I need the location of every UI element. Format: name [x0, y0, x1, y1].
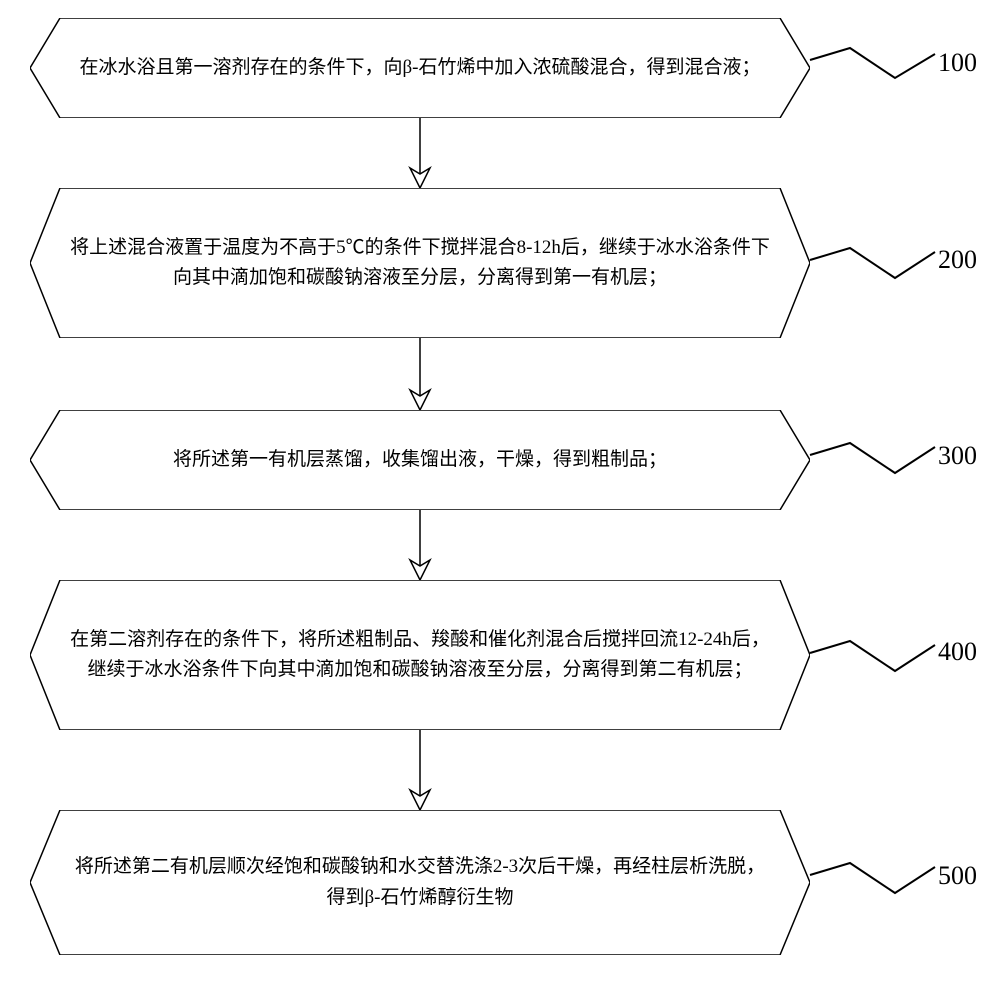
step-text: 将上述混合液置于温度为不高于5℃的条件下搅拌混合8-12h后，继续于冰水浴条件下…	[30, 233, 810, 294]
hex-node: 在第二溶剂存在的条件下，将所述粗制品、羧酸和催化剂混合后搅拌回流12-24h后，…	[30, 580, 810, 730]
step-text: 在冰水浴且第一溶剂存在的条件下，向β-石竹烯中加入浓硫酸混合，得到混合液；	[40, 53, 801, 83]
step-text: 将所述第二有机层顺次经饱和碳酸钠和水交替洗涤2-3次后干燥，再经柱层析洗脱，得到…	[30, 852, 810, 913]
step-number: 500	[938, 861, 977, 891]
step-200: 将上述混合液置于温度为不高于5℃的条件下搅拌混合8-12h后，继续于冰水浴条件下…	[30, 188, 810, 338]
step-number: 100	[938, 48, 977, 78]
step-text: 在第二溶剂存在的条件下，将所述粗制品、羧酸和催化剂混合后搅拌回流12-24h后，…	[30, 625, 810, 686]
step-number: 200	[938, 245, 977, 275]
hex-node: 将上述混合液置于温度为不高于5℃的条件下搅拌混合8-12h后，继续于冰水浴条件下…	[30, 188, 810, 338]
hex-node: 将所述第二有机层顺次经饱和碳酸钠和水交替洗涤2-3次后干燥，再经柱层析洗脱，得到…	[30, 810, 810, 955]
step-400: 在第二溶剂存在的条件下，将所述粗制品、羧酸和催化剂混合后搅拌回流12-24h后，…	[30, 580, 810, 730]
hex-node: 将所述第一有机层蒸馏，收集馏出液，干燥，得到粗制品；	[30, 410, 810, 510]
arrow-icon	[405, 338, 435, 410]
arrow-icon	[405, 510, 435, 580]
flowchart-canvas: 在冰水浴且第一溶剂存在的条件下，向β-石竹烯中加入浓硫酸混合，得到混合液； 10…	[0, 0, 1000, 981]
step-number: 400	[938, 637, 977, 667]
step-text: 将所述第一有机层蒸馏，收集馏出液，干燥，得到粗制品；	[133, 445, 707, 475]
step-100: 在冰水浴且第一溶剂存在的条件下，向β-石竹烯中加入浓硫酸混合，得到混合液；	[30, 18, 810, 118]
hex-node: 在冰水浴且第一溶剂存在的条件下，向β-石竹烯中加入浓硫酸混合，得到混合液；	[30, 18, 810, 118]
arrow-icon	[405, 730, 435, 810]
step-number: 300	[938, 441, 977, 471]
arrow-icon	[405, 118, 435, 188]
step-300: 将所述第一有机层蒸馏，收集馏出液，干燥，得到粗制品；	[30, 410, 810, 510]
step-500: 将所述第二有机层顺次经饱和碳酸钠和水交替洗涤2-3次后干燥，再经柱层析洗脱，得到…	[30, 810, 810, 955]
